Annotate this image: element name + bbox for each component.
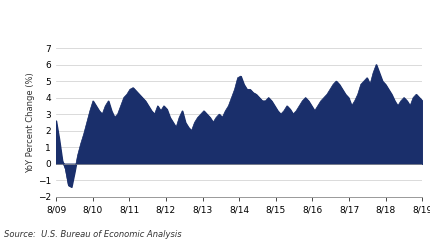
Y-axis label: YoY Percent Change (%): YoY Percent Change (%) (26, 72, 35, 173)
Text: Personal Consumption Expenditures: Personal Consumption Expenditures (5, 17, 276, 30)
Text: Source:  U.S. Bureau of Economic Analysis: Source: U.S. Bureau of Economic Analysis (4, 230, 181, 239)
